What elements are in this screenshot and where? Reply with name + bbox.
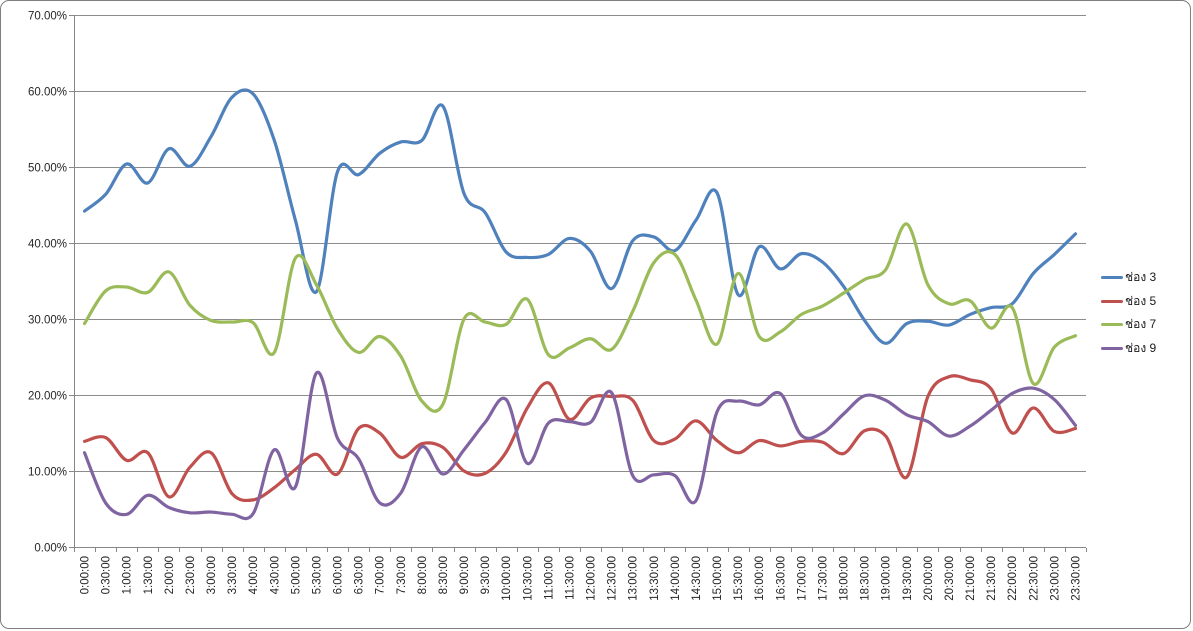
x-axis-label: 15:30:00: [733, 556, 745, 601]
x-axis-label: 17:00:00: [796, 556, 808, 601]
x-axis-label: 9:30:00: [480, 556, 492, 594]
legend-label-channel-9: ช่อง 9: [1125, 340, 1157, 355]
x-axis-label: 5:00:00: [290, 556, 302, 594]
series-swatch-channel-9: [1101, 346, 1123, 350]
x-axis-label: 16:30:00: [775, 556, 787, 601]
x-axis-label: 1:30:00: [143, 556, 155, 594]
x-axis-label: 7:30:00: [396, 556, 408, 594]
x-axis-label: 8:00:00: [417, 556, 429, 594]
chart-legend: ช่อง 3 ช่อง 5 ช่อง 7 ช่อง 9: [1101, 266, 1189, 360]
x-axis-label: 16:00:00: [754, 556, 766, 601]
x-axis-label: 14:30:00: [691, 556, 703, 601]
legend-item-channel-7: ช่อง 7: [1101, 313, 1189, 337]
x-axis-label: 3:00:00: [206, 556, 218, 594]
y-axis-label: 30.00%: [28, 315, 67, 327]
series-swatch-channel-5: [1101, 299, 1123, 303]
x-axis-label: 21:30:00: [986, 556, 998, 601]
x-axis-label: 6:00:00: [333, 556, 345, 594]
legend-label-channel-3: ช่อง 3: [1125, 270, 1157, 285]
x-axis-label: 15:00:00: [712, 556, 724, 601]
x-axis-label: 10:00:00: [501, 556, 513, 601]
y-axis-label: 20.00%: [28, 391, 67, 403]
legend-label-channel-7: ช่อง 7: [1125, 317, 1157, 332]
x-axis-label: 14:00:00: [670, 556, 682, 601]
x-axis-label: 20:30:00: [944, 556, 956, 601]
x-axis-label: 6:30:00: [354, 556, 366, 594]
x-axis-label: 2:00:00: [164, 556, 176, 594]
x-axis-label: 1:00:00: [122, 556, 134, 594]
y-axis-label: 70.00%: [28, 11, 67, 23]
series-line-channel-7: [82, 222, 1078, 413]
x-axis-label: 18:30:00: [860, 556, 872, 601]
x-axis-label: 19:00:00: [881, 556, 893, 601]
x-axis-label: 8:30:00: [438, 556, 450, 594]
x-axis-label: 22:30:00: [1028, 556, 1040, 601]
x-axis-label: 13:00:00: [628, 556, 640, 601]
y-axis-label: 50.00%: [28, 163, 67, 175]
x-axis-label: 4:00:00: [248, 556, 260, 594]
x-axis-label: 4:30:00: [269, 556, 281, 594]
x-axis-label: 10:30:00: [522, 556, 534, 601]
x-axis-label: 22:00:00: [1007, 556, 1019, 601]
x-axis-label: 23:00:00: [1049, 556, 1061, 601]
x-axis-label: 12:00:00: [586, 556, 598, 601]
y-axis-label: 40.00%: [28, 239, 67, 251]
x-axis-label: 0:00:00: [80, 556, 92, 594]
legend-label-channel-5: ช่อง 5: [1125, 293, 1157, 308]
y-axis-label: 10.00%: [28, 467, 67, 479]
x-axis-label: 7:00:00: [375, 556, 387, 594]
series-line-channel-3: [82, 88, 1078, 345]
x-axis-label: 9:00:00: [459, 556, 471, 594]
x-axis-label: 19:30:00: [902, 556, 914, 601]
legend-item-channel-3: ช่อง 3: [1101, 266, 1189, 290]
x-axis-label: 23:30:00: [1070, 556, 1082, 601]
x-axis-label: 20:00:00: [923, 556, 935, 601]
series-line-channel-9: [82, 370, 1078, 521]
legend-item-channel-9: ช่อง 9: [1101, 337, 1189, 361]
series-line-channel-5: [82, 374, 1078, 503]
x-axis-label: 0:30:00: [101, 556, 113, 594]
x-axis-label: 13:30:00: [649, 556, 661, 601]
x-axis-label: 5:30:00: [311, 556, 323, 594]
series-swatch-channel-3: [1101, 276, 1123, 280]
legend-item-channel-5: ช่อง 5: [1101, 290, 1189, 314]
x-axis-label: 11:30:00: [564, 556, 576, 600]
y-axis-label: 60.00%: [28, 87, 67, 99]
y-axis-label: 0.00%: [34, 543, 67, 555]
x-axis-label: 11:00:00: [543, 556, 555, 600]
x-axis-label: 3:30:00: [227, 556, 239, 594]
series-swatch-channel-7: [1101, 323, 1123, 327]
x-axis-label: 12:30:00: [607, 556, 619, 601]
x-axis-label: 21:00:00: [965, 556, 977, 601]
x-axis-label: 17:30:00: [817, 556, 829, 601]
x-axis-label: 2:30:00: [185, 556, 197, 594]
x-axis-label: 18:00:00: [839, 556, 851, 601]
